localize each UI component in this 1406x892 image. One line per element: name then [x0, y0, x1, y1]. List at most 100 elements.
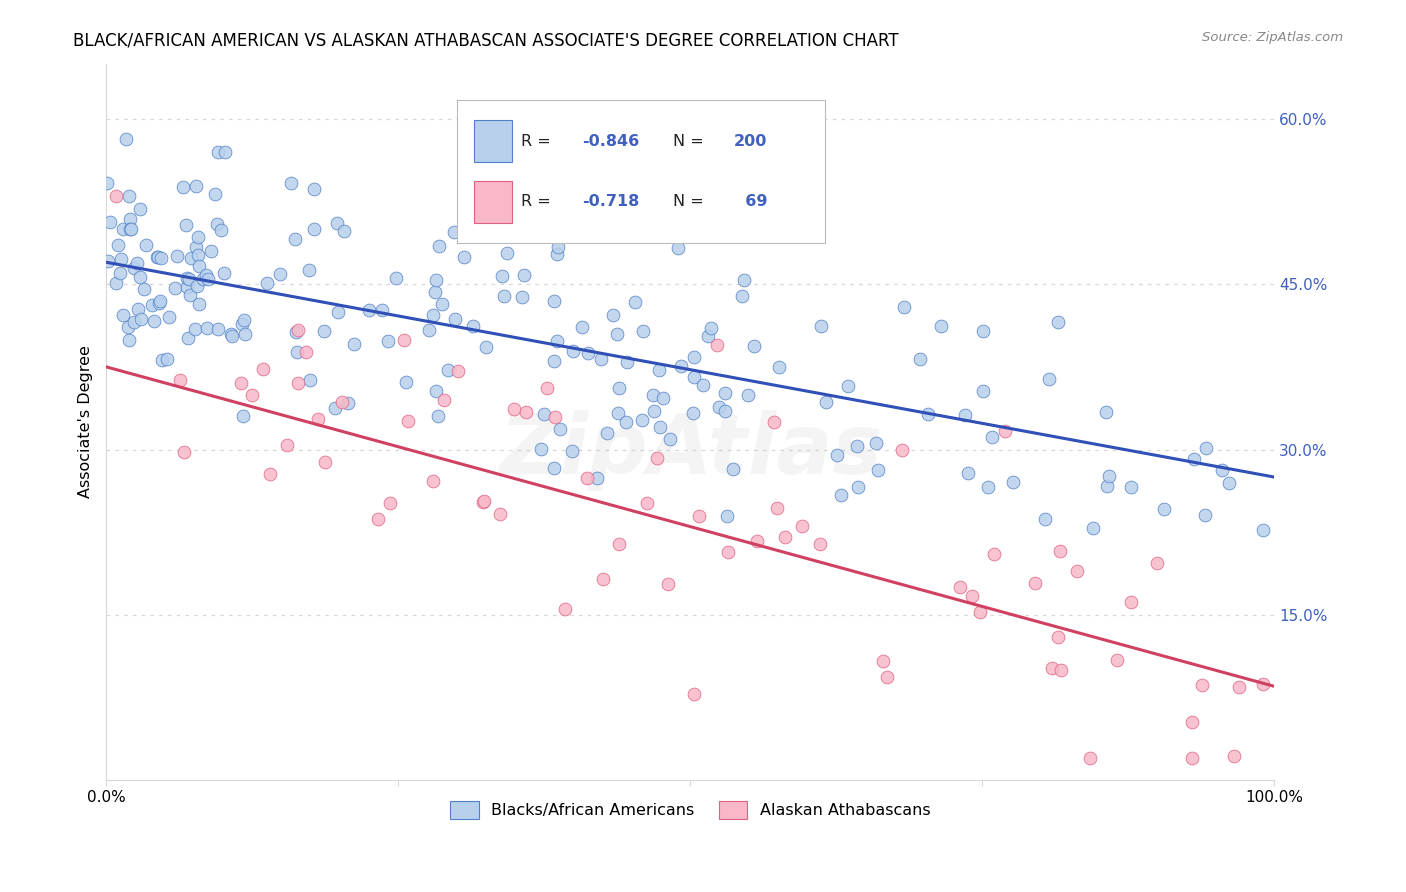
Point [128, 270, 150, 285]
Point [127, 302, 149, 317]
Point [1146, 557, 1168, 571]
Text: N =: N = [673, 194, 709, 210]
Point [104, 189, 127, 203]
Point [657, 577, 679, 591]
Point [422, 475, 444, 489]
Point [186, 240, 208, 254]
Point [323, 401, 346, 416]
Point [108, 266, 131, 280]
Point [546, 334, 568, 348]
Text: R =: R = [522, 134, 555, 149]
Point [1119, 595, 1142, 609]
Point [976, 480, 998, 494]
Point [221, 329, 243, 343]
Point [176, 271, 198, 285]
Point [645, 450, 668, 465]
Point [176, 280, 198, 294]
Point [980, 429, 1002, 443]
Point [737, 388, 759, 402]
Point [733, 273, 755, 287]
Point [554, 602, 576, 616]
Point [193, 272, 215, 286]
Text: 69: 69 [734, 194, 768, 210]
Point [1049, 663, 1071, 677]
Point [530, 442, 553, 456]
Point [302, 182, 325, 196]
Point [128, 202, 150, 217]
Point [146, 250, 169, 264]
Point [669, 359, 692, 373]
Point [614, 415, 637, 429]
Point [127, 256, 149, 270]
Point [276, 438, 298, 452]
Point [1046, 630, 1069, 644]
Point [543, 294, 565, 309]
Point [287, 323, 309, 337]
Point [624, 294, 647, 309]
Point [396, 413, 419, 427]
Point [845, 439, 868, 453]
Point [177, 271, 200, 285]
Point [696, 328, 718, 343]
Point [994, 424, 1017, 438]
Point [385, 270, 408, 285]
Point [326, 216, 349, 230]
Point [143, 314, 166, 328]
Point [865, 436, 887, 450]
Point [650, 420, 672, 434]
Point [714, 385, 737, 400]
Point [636, 495, 658, 509]
Point [221, 327, 243, 342]
Text: -0.718: -0.718 [582, 194, 640, 210]
Point [561, 344, 583, 359]
Point [284, 325, 307, 339]
Point [333, 224, 356, 238]
Point [837, 379, 859, 393]
Point [97, 254, 120, 268]
Point [536, 381, 558, 395]
Point [172, 180, 194, 194]
Point [209, 223, 232, 237]
Point [150, 252, 173, 266]
Point [543, 354, 565, 368]
Point [908, 351, 931, 366]
Point [377, 334, 399, 349]
Point [1107, 653, 1129, 667]
Point [576, 471, 599, 485]
Point [768, 359, 790, 374]
Point [207, 322, 229, 336]
Point [606, 406, 628, 420]
Point [370, 303, 392, 318]
Point [495, 246, 517, 260]
Point [471, 494, 494, 508]
Point [571, 319, 593, 334]
Point [269, 267, 291, 281]
Point [302, 222, 325, 236]
Point [494, 289, 516, 303]
Point [447, 364, 470, 378]
Point [392, 333, 415, 347]
Text: -0.846: -0.846 [582, 134, 640, 149]
Point [876, 669, 898, 683]
Point [425, 273, 447, 287]
Point [307, 412, 329, 426]
Point [187, 230, 209, 244]
Point [607, 381, 630, 395]
Point [648, 363, 671, 377]
Point [231, 317, 253, 331]
Point [731, 289, 754, 303]
Point [117, 320, 139, 334]
Point [1040, 661, 1063, 675]
Point [709, 400, 731, 414]
Point [714, 404, 737, 418]
Point [229, 376, 252, 390]
Point [891, 442, 914, 457]
Point [418, 323, 440, 337]
Point [180, 252, 202, 266]
Point [394, 375, 416, 389]
Point [98, 214, 121, 228]
Point [510, 290, 533, 304]
Point [972, 324, 994, 338]
Point [122, 261, 145, 276]
Point [763, 415, 786, 429]
